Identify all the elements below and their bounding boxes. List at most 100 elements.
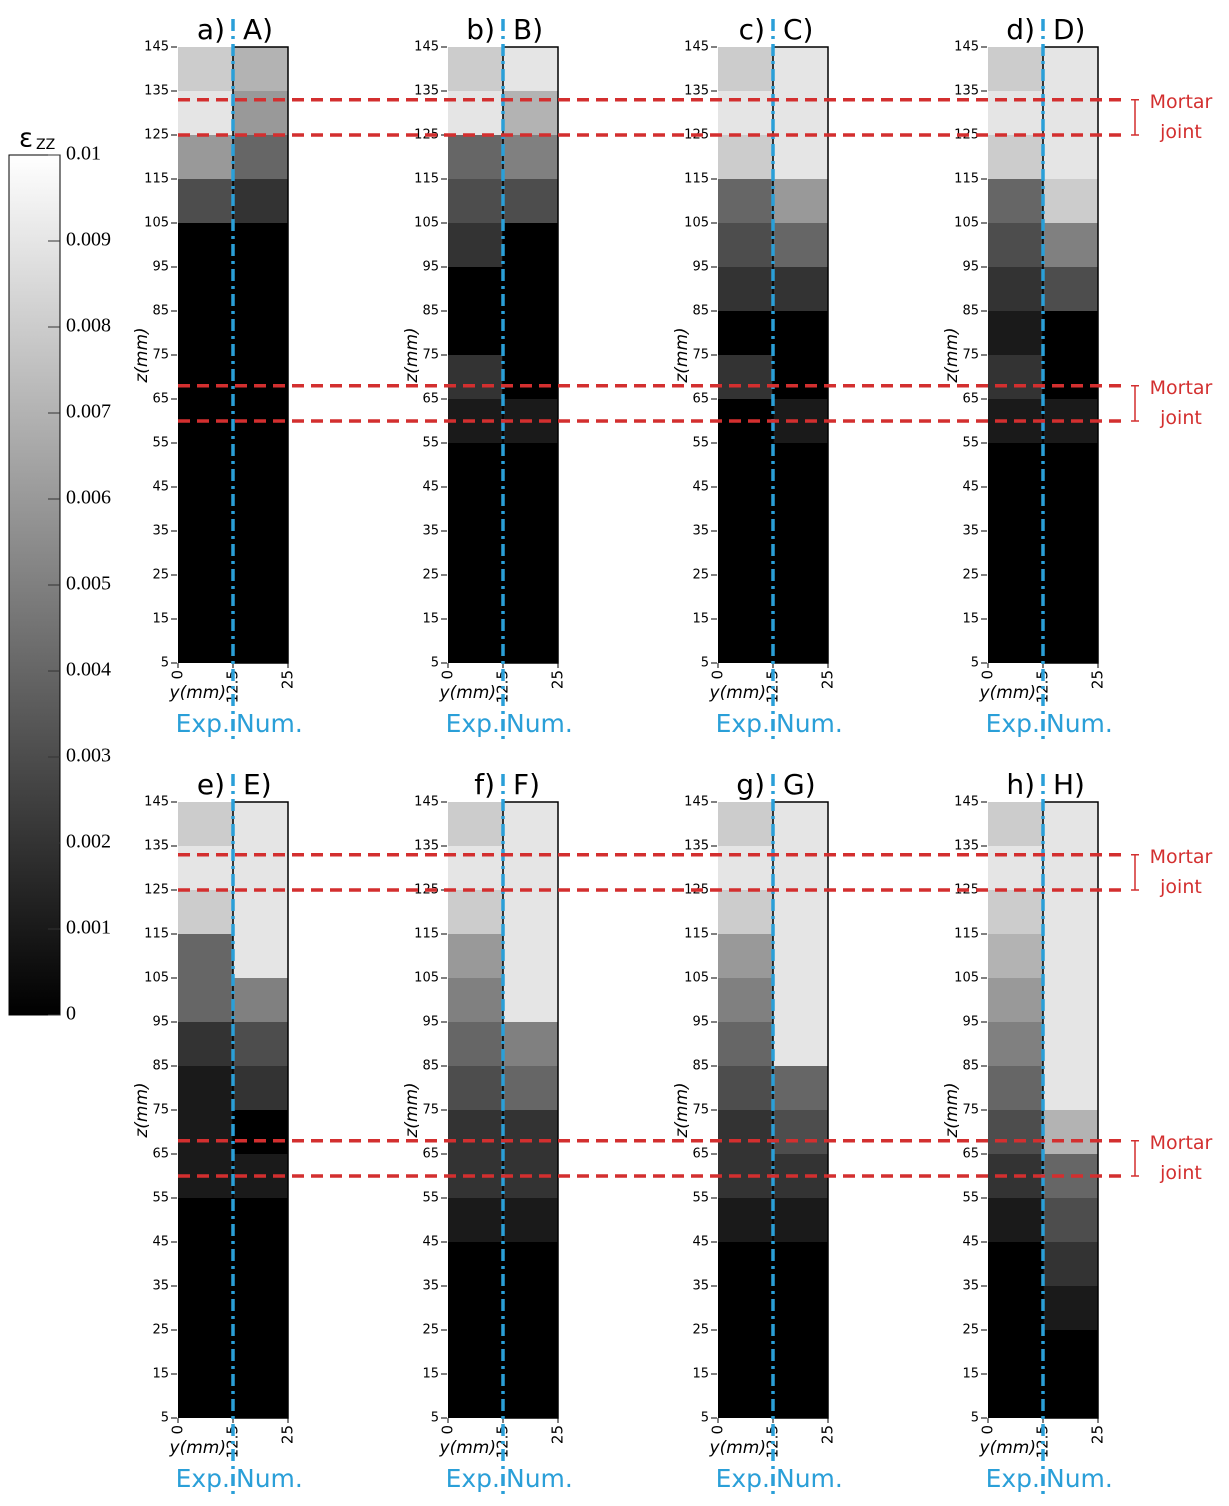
series-name: Num. — [776, 709, 843, 738]
strain-cell — [233, 135, 288, 179]
y-tick-label: 55 — [692, 1191, 709, 1206]
strain-cell — [448, 846, 503, 890]
series-name: Exp. — [446, 1464, 500, 1493]
strain-cell — [773, 399, 828, 443]
y-tick-label: 55 — [962, 436, 979, 451]
x-tick-label: 25 — [279, 670, 297, 689]
y-tick-label: 95 — [422, 260, 439, 275]
strain-cell — [988, 355, 1043, 399]
strain-cell — [448, 267, 503, 311]
strain-cell — [233, 267, 288, 311]
strain-cell — [178, 1110, 233, 1154]
strain-cell — [1043, 934, 1098, 978]
y-tick-label: 75 — [152, 1103, 169, 1118]
y-tick-label: 95 — [962, 260, 979, 275]
panel-label: a) — [197, 13, 225, 46]
strain-cell — [233, 575, 288, 619]
y-tick-label: 75 — [962, 348, 979, 363]
strain-cell — [1043, 1242, 1098, 1286]
strain-cell — [1043, 531, 1098, 575]
colorbar-tick-label: 0.003 — [66, 745, 111, 767]
strain-cell — [448, 619, 503, 663]
strain-cell — [773, 311, 828, 355]
y-tick-label: 35 — [152, 524, 169, 539]
strain-cell — [1043, 1154, 1098, 1198]
strain-cell — [718, 802, 773, 846]
strain-cell — [233, 1330, 288, 1374]
strain-cell — [1043, 619, 1098, 663]
strain-cell — [233, 1198, 288, 1242]
y-tick-label: 75 — [692, 348, 709, 363]
x-axis-title: y(mm) — [709, 683, 766, 703]
y-tick-label: 55 — [962, 1191, 979, 1206]
y-tick-label: 35 — [692, 524, 709, 539]
x-axis-title: y(mm) — [979, 683, 1036, 703]
strain-cell — [988, 1198, 1043, 1242]
y-tick-label: 145 — [684, 795, 709, 810]
strain-cell — [448, 223, 503, 267]
strain-cell — [448, 487, 503, 531]
y-tick-label: 75 — [422, 1103, 439, 1118]
strain-cell — [1043, 355, 1098, 399]
strain-cell — [178, 1374, 233, 1418]
strain-cell — [988, 487, 1043, 531]
strain-cell — [773, 575, 828, 619]
strain-cell — [1043, 47, 1098, 91]
y-tick-label: 145 — [414, 40, 439, 55]
strain-cell — [1043, 1110, 1098, 1154]
x-tick-label: 25 — [819, 1425, 837, 1444]
y-axis-title: z(mm) — [402, 1082, 422, 1138]
y-tick-label: 115 — [684, 927, 709, 942]
strain-cell — [448, 355, 503, 399]
y-axis-title: z(mm) — [402, 327, 422, 383]
strain-cell — [988, 802, 1043, 846]
strain-cell — [178, 978, 233, 1022]
y-tick-label: 55 — [152, 436, 169, 451]
y-tick-label: 75 — [152, 348, 169, 363]
strain-cell — [988, 91, 1043, 135]
strain-cell — [233, 1022, 288, 1066]
strain-cell — [988, 575, 1043, 619]
strain-cell — [988, 135, 1043, 179]
y-tick-label: 35 — [152, 1279, 169, 1294]
strain-cell — [233, 619, 288, 663]
series-name: Num. — [506, 1464, 573, 1493]
y-tick-label: 55 — [692, 436, 709, 451]
y-tick-label: 45 — [422, 1235, 439, 1250]
strain-cell — [503, 802, 558, 846]
x-axis-title: y(mm) — [169, 683, 226, 703]
y-tick-label: 5 — [971, 1411, 979, 1426]
strain-cell — [178, 575, 233, 619]
y-tick-label: 5 — [971, 656, 979, 671]
series-name: Num. — [1046, 1464, 1113, 1493]
y-tick-label: 15 — [962, 1367, 979, 1382]
y-tick-label: 45 — [962, 480, 979, 495]
series-name: Exp. — [716, 1464, 770, 1493]
strain-cell — [448, 802, 503, 846]
y-tick-label: 65 — [692, 392, 709, 407]
colorbar-tick-label: 0 — [66, 1003, 76, 1025]
annotation-text: joint — [1159, 407, 1202, 429]
strain-cell — [233, 311, 288, 355]
strain-cell — [503, 179, 558, 223]
y-tick-label: 135 — [414, 839, 439, 854]
y-tick-label: 105 — [954, 971, 979, 986]
strain-cell — [1043, 267, 1098, 311]
strain-cell — [718, 223, 773, 267]
y-tick-label: 25 — [962, 568, 979, 583]
strain-cell — [988, 1242, 1043, 1286]
strain-cell — [988, 1110, 1043, 1154]
strain-cell — [503, 355, 558, 399]
strain-cell — [773, 531, 828, 575]
strain-cell — [773, 1066, 828, 1110]
strain-cell — [503, 978, 558, 1022]
strain-cell — [1043, 1374, 1098, 1418]
strain-cell — [233, 934, 288, 978]
y-tick-label: 95 — [152, 260, 169, 275]
y-tick-label: 85 — [962, 1059, 979, 1074]
strain-cell — [1043, 91, 1098, 135]
y-tick-label: 15 — [422, 612, 439, 627]
strain-cell — [1043, 575, 1098, 619]
strain-cell — [718, 179, 773, 223]
